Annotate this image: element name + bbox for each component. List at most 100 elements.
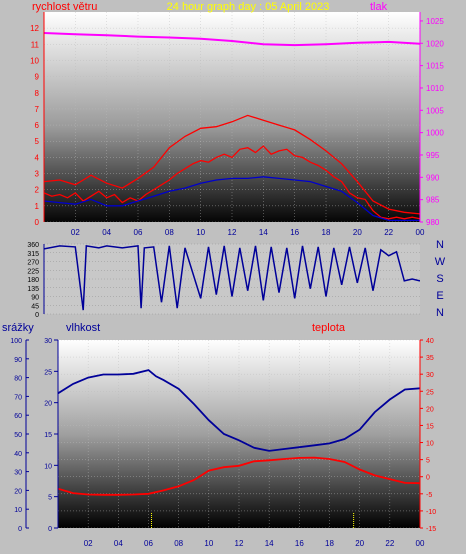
tick-label-temp: 40 [426,338,434,345]
compass-label: S [436,273,443,285]
tick-label-wind: 0 [35,218,40,227]
x-tick-label-temp: 12 [235,539,244,548]
tick-label-rain: 60 [14,413,22,420]
tick-label-rain: 50 [14,432,22,439]
tick-label-rain: 10 [14,507,22,514]
tick-label-wind: 4 [35,153,40,162]
tick-label-temp: 20 [426,406,434,413]
tick-label-temp: -15 [426,526,436,533]
tick-label-wind: 7 [35,105,40,114]
ticks-wind: 0123456789101112980985990995100010051010… [30,17,444,237]
compass-label: E [436,290,443,302]
compass-label: N [436,239,444,251]
tick-label-rain: 100 [10,338,22,345]
wind-axis-label: rychlost větru [32,1,97,13]
x-tick-label-wind: 20 [353,228,362,237]
series-line-humidity [58,369,420,452]
tick-label-wind: 1 [35,202,40,211]
compass-label: N [436,307,444,319]
tick-label-humidity: 20 [44,401,52,408]
x-tick-label-temp: 06 [144,539,153,548]
x-tick-label-wind: 18 [322,228,331,237]
x-tick-label-temp: 18 [325,539,334,548]
tick-label-wind: 11 [31,40,40,49]
tick-label-temp: -5 [426,492,432,499]
tick-label-direction: 270 [27,260,39,267]
humidity-axis-label: vlhkost [66,322,100,334]
tick-label-direction: 180 [27,277,39,284]
tick-label-humidity: 5 [48,495,52,502]
temperature-axis-label: teplota [312,322,346,334]
x-tick-label-temp: 04 [114,539,123,548]
tick-label-pressure: 985 [426,196,440,205]
tick-label-wind: 6 [35,121,40,130]
tick-label-rain: 90 [14,357,22,364]
x-tick-label-wind: 06 [134,228,143,237]
tick-label-humidity: 25 [44,369,52,376]
tick-label-pressure: 1020 [426,39,444,48]
tick-label-pressure: 1010 [426,84,444,93]
tick-label-wind: 8 [35,89,40,98]
compass-label: W [435,256,446,268]
series-line-direction [44,245,420,311]
tick-label-rain: 40 [14,451,22,458]
plot-area-direction [44,244,420,314]
series-group-temp [58,369,420,528]
x-tick-label-temp: 00 [416,539,425,548]
tick-label-humidity: 10 [44,463,52,470]
tick-label-pressure: 1015 [426,62,444,71]
tick-label-rain: 80 [14,376,22,383]
tick-label-direction: 315 [27,251,39,258]
series-group-direction [44,245,420,311]
tick-label-wind: 2 [35,186,40,195]
tick-label-pressure: 995 [426,151,440,160]
tick-label-rain: 0 [18,526,22,533]
tick-label-temp: 0 [426,475,430,482]
x-tick-label-temp: 16 [295,539,304,548]
tick-label-pressure: 980 [426,218,440,227]
tick-label-temp: 35 [426,355,434,362]
series-line-2 [44,114,420,215]
tick-label-humidity: 0 [48,526,52,533]
x-tick-label-wind: 16 [290,228,299,237]
x-tick-label-temp: 22 [385,539,394,548]
series-line-4 [44,32,420,47]
x-tick-label-wind: 02 [71,228,80,237]
x-tick-label-temp: 14 [265,539,274,548]
tick-label-humidity: 15 [44,432,52,439]
x-tick-label-wind: 04 [102,228,111,237]
tick-label-temp: 10 [426,441,434,448]
tick-label-wind: 12 [30,24,39,33]
tick-label-humidity: 30 [44,338,52,345]
tick-label-rain: 20 [14,488,22,495]
tick-label-pressure: 1005 [426,106,444,115]
x-tick-label-wind: 00 [416,228,425,237]
tick-label-direction: 135 [27,286,39,293]
tick-label-rain: 30 [14,470,22,477]
x-tick-label-wind: 08 [165,228,174,237]
series-line-1 [44,145,420,220]
tick-label-direction: 360 [27,242,39,249]
tick-label-direction: 90 [31,295,39,302]
ticks-temp: 0102030405060708090100051015202530-15-10… [10,338,436,548]
series-group-wind [44,32,420,222]
x-tick-label-wind: 12 [228,228,237,237]
tick-label-pressure: 1025 [426,17,444,26]
tick-label-temp: 15 [426,423,434,430]
x-tick-label-wind: 14 [259,228,268,237]
tick-label-temp: 25 [426,389,434,396]
x-tick-label-temp: 20 [355,539,364,548]
series-line-temperature [58,456,420,496]
x-tick-label-wind: 10 [196,228,205,237]
series-line-3 [44,176,420,222]
tick-label-direction: 45 [31,303,39,310]
tick-label-rain: 70 [14,394,22,401]
grid-wind [44,12,421,223]
x-tick-label-temp: 08 [174,539,183,548]
pressure-axis-label: tlak [370,1,388,13]
x-tick-label-temp: 10 [204,539,213,548]
tick-label-direction: 0 [35,312,39,319]
